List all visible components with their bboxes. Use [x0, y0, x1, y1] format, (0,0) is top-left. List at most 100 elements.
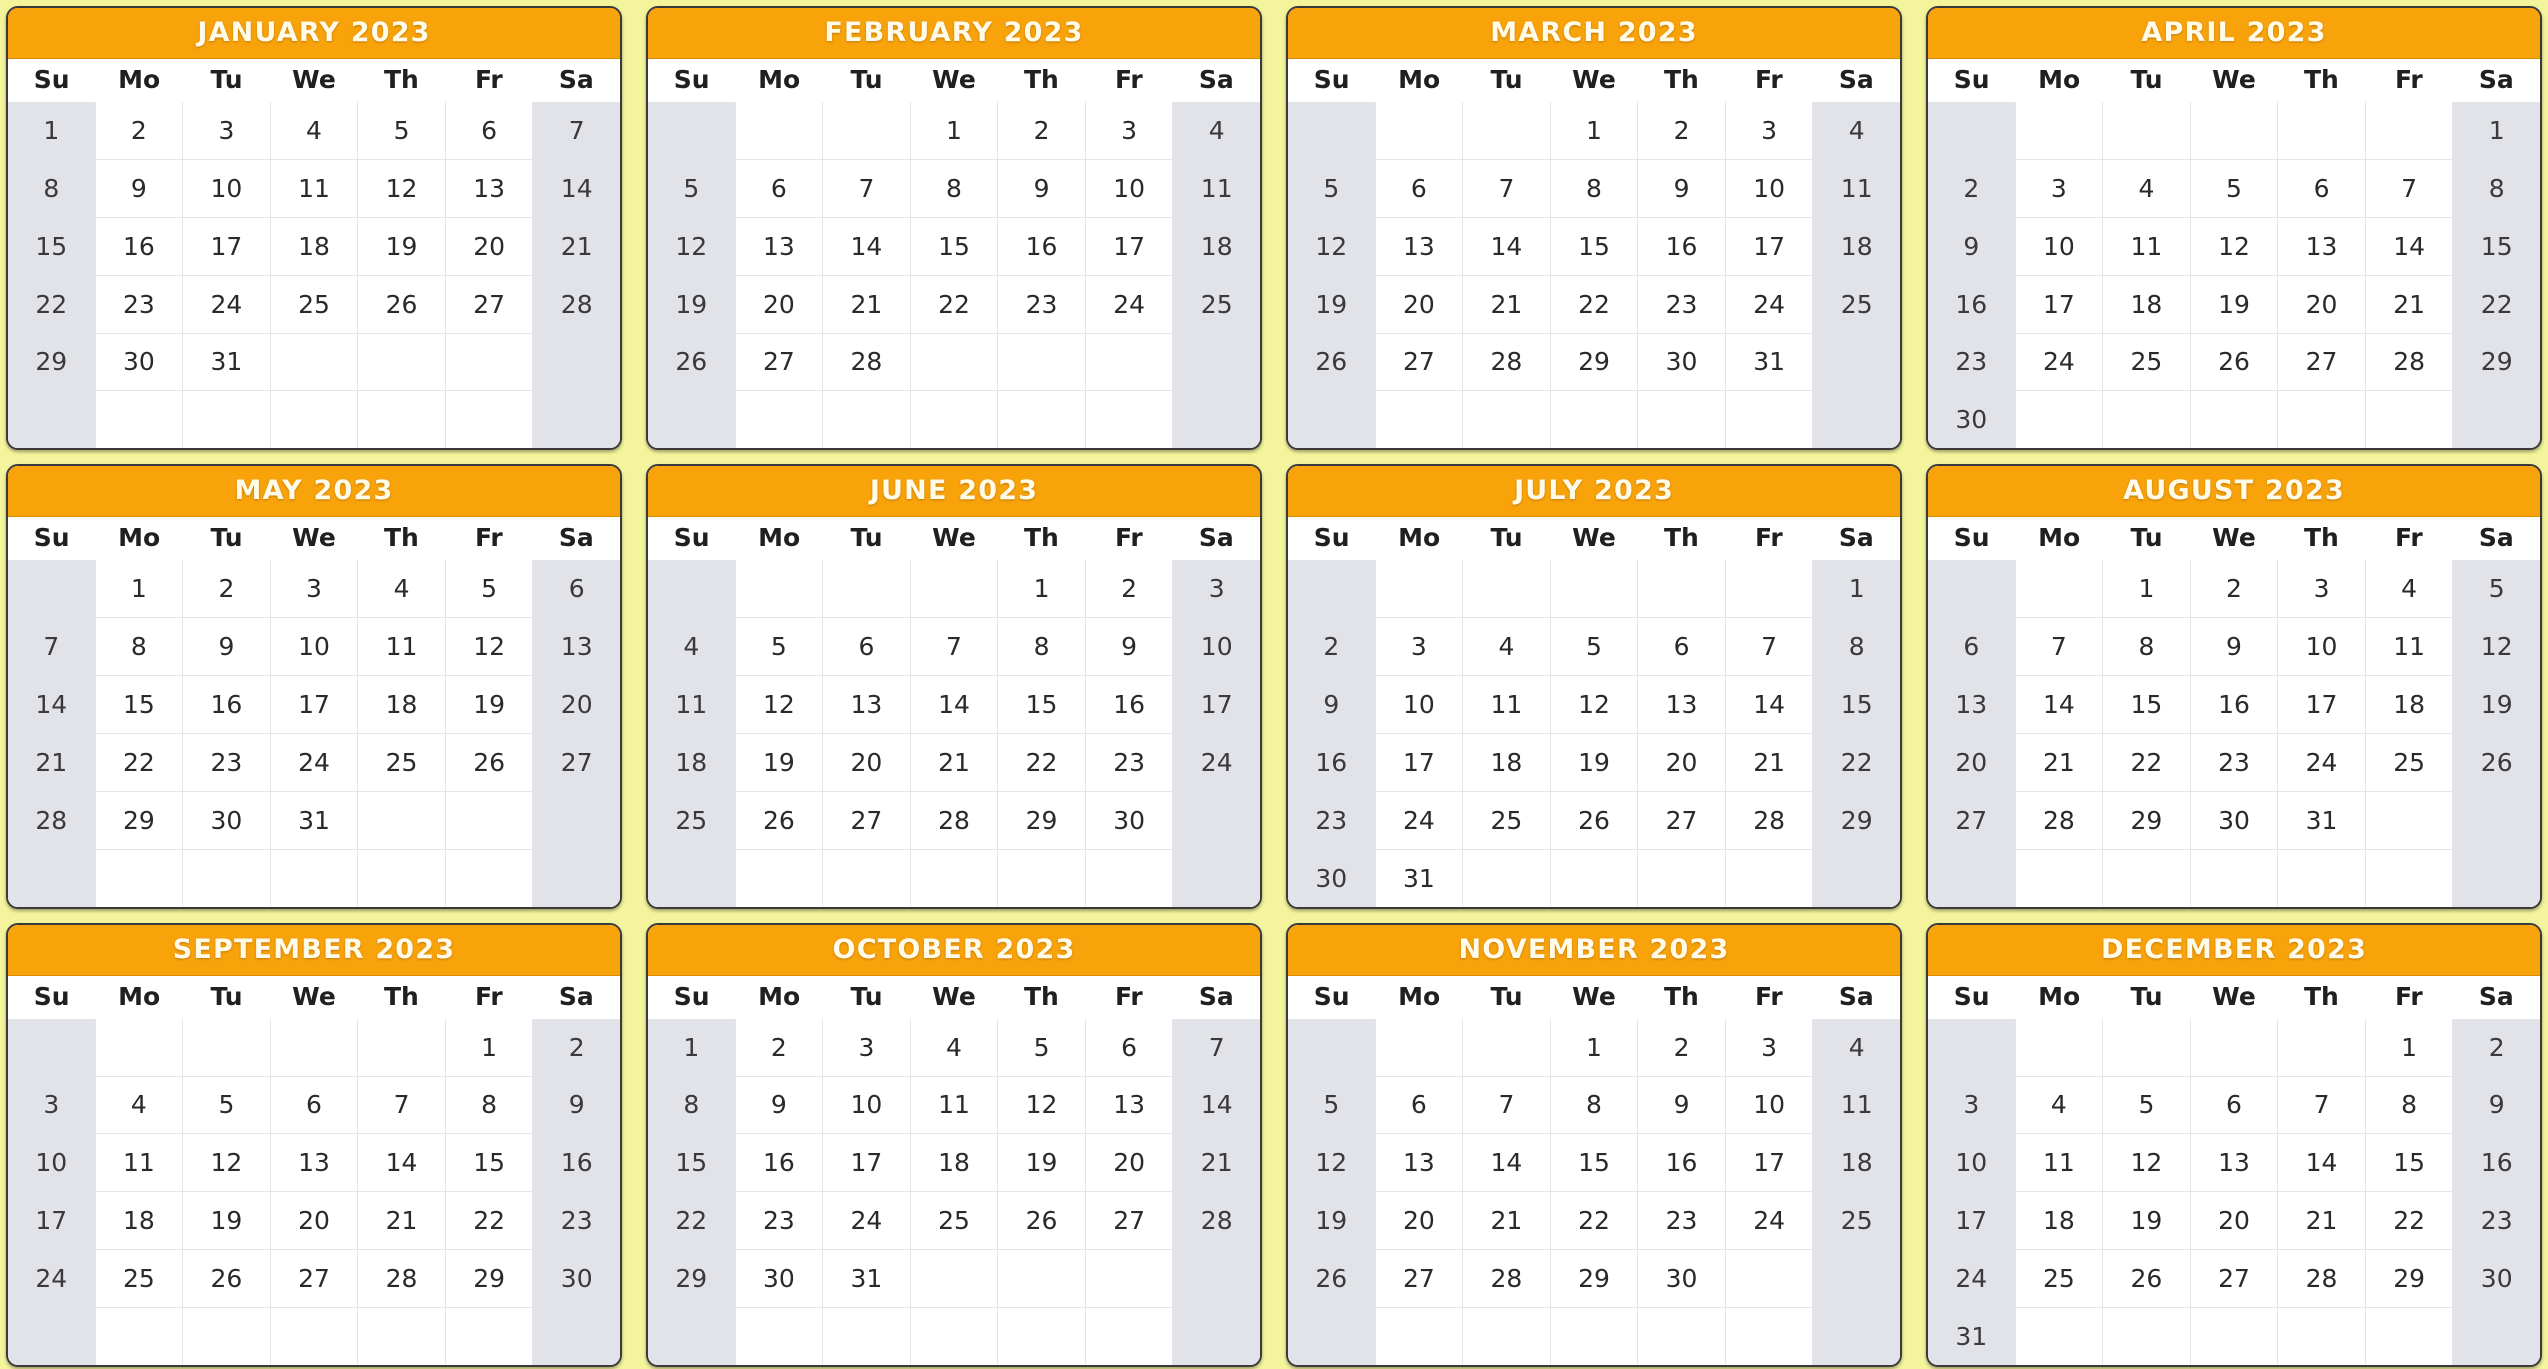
day-cell[interactable]: 27: [1375, 333, 1463, 391]
day-cell[interactable]: 22: [95, 733, 183, 791]
day-cell[interactable]: 26: [1550, 791, 1638, 849]
day-cell-empty[interactable]: [1173, 1308, 1260, 1365]
day-cell-empty[interactable]: [1173, 391, 1260, 449]
day-cell-empty[interactable]: [1928, 560, 2015, 618]
day-cell[interactable]: 18: [1463, 733, 1550, 791]
day-cell[interactable]: 30: [95, 333, 183, 391]
day-cell[interactable]: 3: [2278, 560, 2365, 618]
day-cell[interactable]: 15: [910, 217, 998, 275]
day-cell-empty[interactable]: [2103, 1018, 2190, 1076]
day-cell[interactable]: 16: [1288, 733, 1375, 791]
day-cell[interactable]: 3: [270, 560, 358, 618]
day-cell[interactable]: 30: [2453, 1250, 2540, 1308]
day-cell[interactable]: 16: [735, 1134, 823, 1192]
day-cell[interactable]: 23: [998, 275, 1085, 333]
day-cell[interactable]: 5: [1288, 1076, 1375, 1134]
day-cell[interactable]: 26: [183, 1250, 270, 1308]
day-cell-empty[interactable]: [735, 849, 823, 907]
day-cell[interactable]: 23: [1288, 791, 1375, 849]
day-cell[interactable]: 18: [95, 1192, 183, 1250]
day-cell[interactable]: 29: [1550, 333, 1638, 391]
day-cell[interactable]: 22: [1550, 275, 1638, 333]
day-cell-empty[interactable]: [8, 1018, 95, 1076]
day-cell-empty[interactable]: [1463, 560, 1550, 618]
day-cell[interactable]: 26: [445, 733, 533, 791]
day-cell-empty[interactable]: [735, 391, 823, 449]
day-cell[interactable]: 21: [2015, 733, 2103, 791]
day-cell[interactable]: 20: [1638, 733, 1725, 791]
day-cell[interactable]: 27: [270, 1250, 358, 1308]
day-cell[interactable]: 27: [2278, 333, 2365, 391]
day-cell[interactable]: 16: [1638, 217, 1725, 275]
day-cell-empty[interactable]: [910, 849, 998, 907]
day-cell[interactable]: 26: [735, 791, 823, 849]
day-cell[interactable]: 7: [8, 618, 95, 676]
day-cell-empty[interactable]: [1928, 1018, 2015, 1076]
day-cell-empty[interactable]: [8, 391, 95, 449]
day-cell-empty[interactable]: [1928, 849, 2015, 907]
day-cell[interactable]: 7: [2278, 1076, 2365, 1134]
day-cell[interactable]: 19: [998, 1134, 1085, 1192]
day-cell[interactable]: 9: [1085, 618, 1173, 676]
day-cell[interactable]: 8: [445, 1076, 533, 1134]
day-cell-empty[interactable]: [1375, 391, 1463, 449]
day-cell-empty[interactable]: [2453, 391, 2540, 449]
day-cell[interactable]: 14: [1725, 676, 1813, 733]
day-cell[interactable]: 7: [1463, 1076, 1550, 1134]
day-cell[interactable]: 30: [1085, 791, 1173, 849]
day-cell[interactable]: 1: [1550, 102, 1638, 159]
day-cell[interactable]: 9: [95, 159, 183, 217]
day-cell[interactable]: 17: [823, 1134, 910, 1192]
day-cell[interactable]: 18: [2365, 676, 2453, 733]
day-cell[interactable]: 10: [1725, 1076, 1813, 1134]
day-cell-empty[interactable]: [2190, 102, 2278, 159]
day-cell-empty[interactable]: [1085, 1308, 1173, 1365]
day-cell[interactable]: 29: [1550, 1250, 1638, 1308]
day-cell[interactable]: 2: [998, 102, 1085, 159]
day-cell[interactable]: 4: [910, 1018, 998, 1076]
day-cell[interactable]: 29: [8, 333, 95, 391]
day-cell[interactable]: 8: [2365, 1076, 2453, 1134]
day-cell-empty[interactable]: [533, 391, 620, 449]
day-cell[interactable]: 14: [910, 676, 998, 733]
day-cell[interactable]: 17: [1085, 217, 1173, 275]
day-cell[interactable]: 8: [648, 1076, 735, 1134]
day-cell[interactable]: 4: [1463, 618, 1550, 676]
day-cell-empty[interactable]: [270, 333, 358, 391]
day-cell[interactable]: 1: [2453, 102, 2540, 159]
day-cell[interactable]: 23: [2190, 733, 2278, 791]
day-cell[interactable]: 22: [910, 275, 998, 333]
day-cell[interactable]: 28: [358, 1250, 445, 1308]
day-cell-empty[interactable]: [2278, 1308, 2365, 1365]
day-cell[interactable]: 21: [533, 217, 620, 275]
day-cell[interactable]: 6: [533, 560, 620, 618]
day-cell[interactable]: 30: [735, 1250, 823, 1308]
day-cell-empty[interactable]: [1550, 391, 1638, 449]
day-cell[interactable]: 23: [183, 733, 270, 791]
day-cell-empty[interactable]: [2103, 849, 2190, 907]
day-cell[interactable]: 13: [445, 159, 533, 217]
day-cell[interactable]: 26: [2103, 1250, 2190, 1308]
day-cell-empty[interactable]: [2453, 1308, 2540, 1365]
day-cell[interactable]: 15: [2453, 217, 2540, 275]
day-cell[interactable]: 15: [8, 217, 95, 275]
day-cell[interactable]: 4: [1813, 1018, 1900, 1076]
day-cell-empty[interactable]: [1463, 1308, 1550, 1365]
day-cell[interactable]: 31: [2278, 791, 2365, 849]
day-cell[interactable]: 17: [2278, 676, 2365, 733]
day-cell[interactable]: 10: [1928, 1134, 2015, 1192]
day-cell[interactable]: 25: [1813, 275, 1900, 333]
day-cell[interactable]: 19: [2453, 676, 2540, 733]
day-cell-empty[interactable]: [2365, 391, 2453, 449]
day-cell[interactable]: 20: [1928, 733, 2015, 791]
day-cell[interactable]: 14: [533, 159, 620, 217]
day-cell[interactable]: 22: [1813, 733, 1900, 791]
day-cell-empty[interactable]: [1288, 560, 1375, 618]
day-cell[interactable]: 21: [8, 733, 95, 791]
day-cell[interactable]: 20: [823, 733, 910, 791]
day-cell[interactable]: 4: [1813, 102, 1900, 159]
day-cell-empty[interactable]: [1085, 849, 1173, 907]
day-cell[interactable]: 3: [823, 1018, 910, 1076]
day-cell-empty[interactable]: [2365, 1308, 2453, 1365]
day-cell-empty[interactable]: [1638, 391, 1725, 449]
